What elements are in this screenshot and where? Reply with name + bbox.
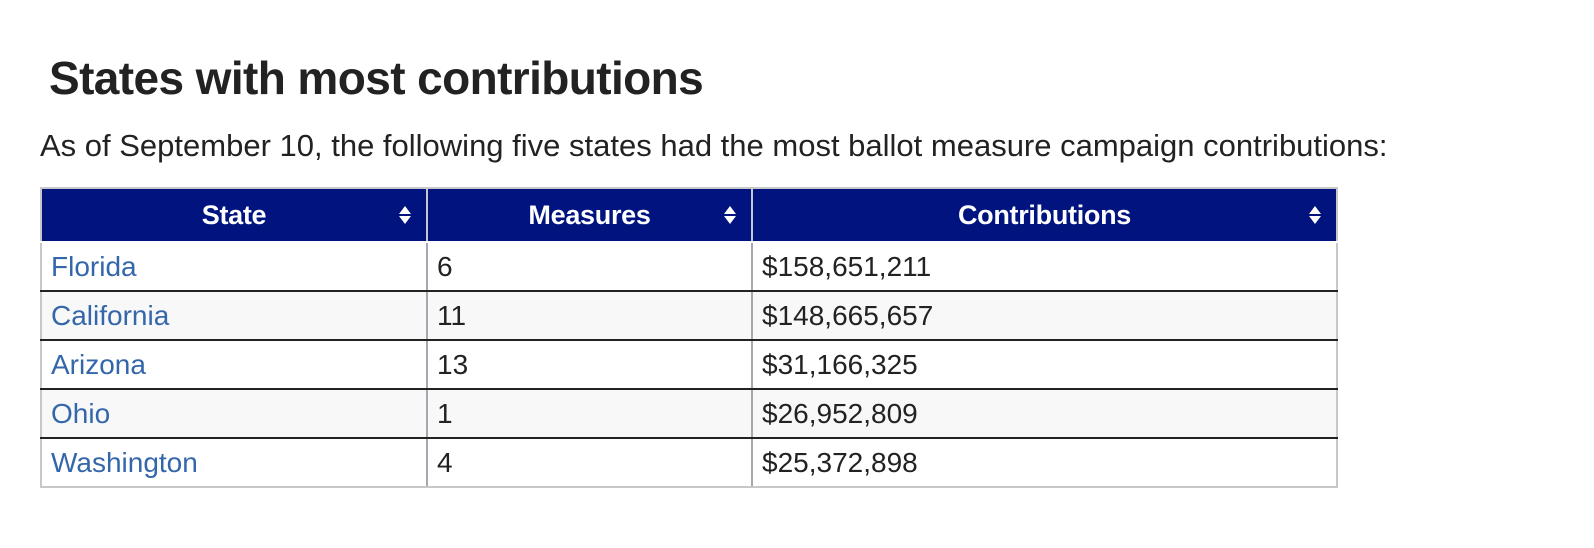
column-header-label: Contributions xyxy=(957,199,1132,230)
state-cell: Arizona xyxy=(40,339,428,390)
state-cell: Washington xyxy=(40,437,428,488)
measures-cell: 1 xyxy=(426,388,753,439)
table-row: Arizona 13 $31,166,325 xyxy=(40,339,1338,390)
measures-cell: 4 xyxy=(426,437,753,488)
measures-cell: 6 xyxy=(426,241,753,292)
contributions-cell: $31,166,325 xyxy=(751,339,1338,390)
measures-cell: 13 xyxy=(426,339,753,390)
state-link[interactable]: Florida xyxy=(51,250,137,282)
section-title: States with most contributions xyxy=(49,52,704,104)
state-cell: Ohio xyxy=(40,388,428,439)
sort-updown-icon[interactable] xyxy=(723,205,737,225)
state-link[interactable]: Washington xyxy=(51,446,198,478)
contributions-cell: $158,651,211 xyxy=(751,241,1338,292)
state-cell: California xyxy=(40,290,428,341)
table-row: California 11 $148,665,657 xyxy=(40,290,1338,341)
state-link[interactable]: Ohio xyxy=(51,397,111,429)
contributions-cell: $25,372,898 xyxy=(751,437,1338,488)
column-header-measures[interactable]: Measures xyxy=(426,187,753,243)
column-header-contributions[interactable]: Contributions xyxy=(751,187,1338,243)
contributions-cell: $26,952,809 xyxy=(751,388,1338,439)
measures-cell: 11 xyxy=(426,290,753,341)
state-cell: Florida xyxy=(40,241,428,292)
sort-updown-icon[interactable] xyxy=(1308,205,1322,225)
table-header-row: State Measures Contributions xyxy=(40,187,1338,243)
section-intro: As of September 10, the following five s… xyxy=(40,128,1388,163)
table-row: Florida 6 $158,651,211 xyxy=(40,241,1338,292)
column-header-label: State xyxy=(201,199,267,230)
contributions-table: State Measures Contributions xyxy=(40,187,1338,488)
column-header-state[interactable]: State xyxy=(40,187,428,243)
state-link[interactable]: Arizona xyxy=(51,348,146,380)
sort-updown-icon[interactable] xyxy=(398,205,412,225)
table-row: Ohio 1 $26,952,809 xyxy=(40,388,1338,439)
contributions-cell: $148,665,657 xyxy=(751,290,1338,341)
state-link[interactable]: California xyxy=(51,299,170,331)
column-header-label: Measures xyxy=(528,199,651,230)
table-row: Washington 4 $25,372,898 xyxy=(40,437,1338,488)
